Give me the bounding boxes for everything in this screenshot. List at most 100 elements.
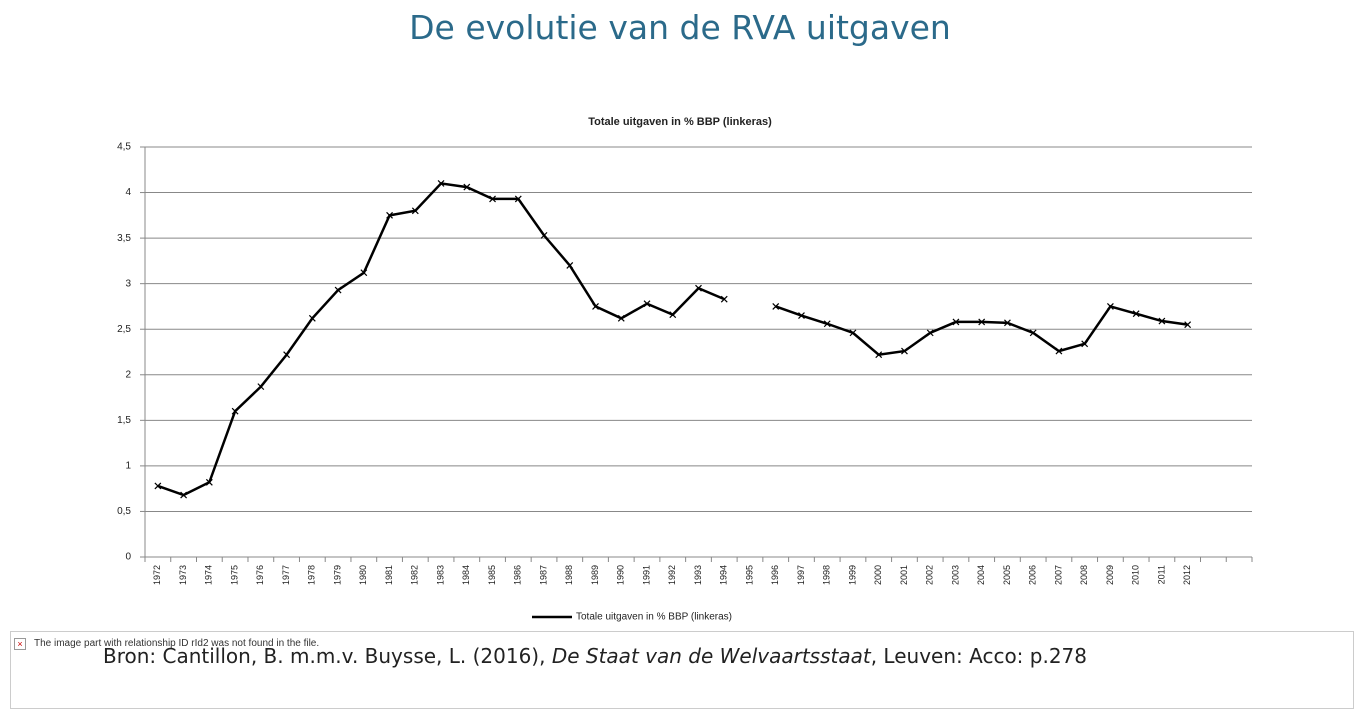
source: Bron: Cantillon, B. m.m.v. Buysse, L. (2… xyxy=(103,644,1087,668)
x-tick-label: 2005 xyxy=(1002,565,1012,585)
y-tick-label: 4 xyxy=(125,187,131,198)
slide-title: De evolutie van de RVA uitgaven xyxy=(409,8,951,47)
marker xyxy=(669,311,677,319)
x-tick-label: 1988 xyxy=(564,565,574,585)
marker xyxy=(411,207,419,215)
y-tick-label: 3 xyxy=(125,278,131,289)
x-tick-label: 2010 xyxy=(1131,565,1141,585)
marker xyxy=(1106,303,1114,310)
marker xyxy=(1004,319,1011,327)
x-tick-label: 1980 xyxy=(358,565,368,585)
series-line xyxy=(157,182,1188,497)
y-tick-label: 4,5 xyxy=(117,142,131,153)
marker xyxy=(231,407,239,415)
marker xyxy=(154,482,162,490)
x-tick-label: 1989 xyxy=(590,565,600,585)
marker xyxy=(592,303,599,310)
marker xyxy=(360,269,368,277)
x-tick-label: 2007 xyxy=(1053,565,1063,585)
marker xyxy=(489,195,496,203)
source-text: Bron: Cantillon, B. m.m.v. Buysse, L. (2… xyxy=(103,644,552,668)
x-tick-label: 1972 xyxy=(152,565,162,585)
x-tick-label: 1976 xyxy=(255,565,265,585)
source-text: , Leuven: Acco: p.278 xyxy=(870,644,1087,668)
y-tick-label: 3,5 xyxy=(117,233,131,244)
x-tick-label: 1984 xyxy=(461,565,471,585)
x-tick-label: 1985 xyxy=(487,565,497,585)
marker xyxy=(695,284,702,292)
marker xyxy=(1055,347,1063,355)
marker xyxy=(257,383,265,391)
marker xyxy=(334,286,342,294)
y-tick-label: 0 xyxy=(125,552,131,563)
marker xyxy=(772,303,780,310)
marker xyxy=(978,318,986,326)
marker xyxy=(180,491,188,499)
marker xyxy=(875,351,883,359)
x-tick-label: 1986 xyxy=(513,565,523,585)
broken-image-icon: × xyxy=(14,638,26,650)
x-tick-label: 1974 xyxy=(204,565,214,585)
x-tick-label: 1982 xyxy=(410,565,420,585)
x-tick-label: 1999 xyxy=(847,565,857,585)
x-tick-label: 1992 xyxy=(667,565,677,585)
x-tick-label: 1983 xyxy=(435,565,445,585)
marker xyxy=(1029,329,1037,337)
x-tick-label: 1987 xyxy=(538,565,548,585)
x-tick-label: 2008 xyxy=(1079,565,1089,585)
x-tick-label: 1998 xyxy=(822,565,832,585)
x-tick-label: 2004 xyxy=(976,565,986,585)
marker xyxy=(386,211,393,219)
x-tick-label: 2003 xyxy=(950,565,960,585)
marker xyxy=(437,180,445,187)
x-tick-label: 1994 xyxy=(719,565,729,585)
x-tick-label: 1993 xyxy=(693,565,703,585)
chart-title: Totale uitgaven in % BBP (linkeras) xyxy=(588,116,772,128)
marker xyxy=(566,262,574,269)
x-tick-label: 1997 xyxy=(796,565,806,585)
x-tick-label: 2002 xyxy=(925,565,935,585)
marker xyxy=(720,295,728,303)
marker xyxy=(823,320,831,328)
marker xyxy=(463,183,471,191)
x-tick-label: 1981 xyxy=(384,565,394,585)
y-tick-label: 0,5 xyxy=(117,506,131,517)
marker xyxy=(1132,310,1140,318)
marker xyxy=(849,329,857,337)
x-tick-label: 1979 xyxy=(332,565,342,585)
missing-image-note: The image part with relationship ID rId2… xyxy=(34,638,320,649)
x-tick-label: 1973 xyxy=(178,565,188,585)
marker xyxy=(308,314,316,322)
legend-label: Totale uitgaven in % BBP (linkeras) xyxy=(576,612,732,623)
marker xyxy=(617,314,625,322)
x-tick-label: 1975 xyxy=(229,565,239,585)
x-tick-label: 1995 xyxy=(744,565,754,585)
source-book: De Staat van de Welvaartsstaat xyxy=(551,644,871,668)
marker xyxy=(901,347,908,355)
y-tick-label: 2,5 xyxy=(117,324,131,335)
x-tick-label: 2006 xyxy=(1028,565,1038,585)
marker xyxy=(514,195,522,203)
x-tick-label: 2001 xyxy=(899,565,909,585)
y-tick-label: 1 xyxy=(125,461,131,472)
marker xyxy=(283,351,291,359)
marker xyxy=(643,300,651,308)
x-tick-label: 2009 xyxy=(1105,565,1115,585)
x-tick-label: 1978 xyxy=(307,565,317,585)
marker xyxy=(540,231,548,239)
x-tick-label: 2012 xyxy=(1182,565,1192,585)
missing-image-frame xyxy=(10,631,1354,709)
marker xyxy=(1081,340,1089,348)
marker xyxy=(1158,317,1166,325)
y-tick-label: 1,5 xyxy=(117,415,131,426)
x-tick-label: 2011 xyxy=(1156,565,1166,584)
x-tick-label: 1991 xyxy=(641,565,651,585)
marker xyxy=(926,329,934,337)
chart: Totale uitgaven in % BBP (linkeras) 0 0,5… xyxy=(117,116,1253,623)
x-tick-label: 1996 xyxy=(770,565,780,585)
x-tick-label: 1977 xyxy=(281,565,291,585)
marker xyxy=(952,318,960,326)
marker xyxy=(205,478,213,486)
marker xyxy=(798,312,805,319)
